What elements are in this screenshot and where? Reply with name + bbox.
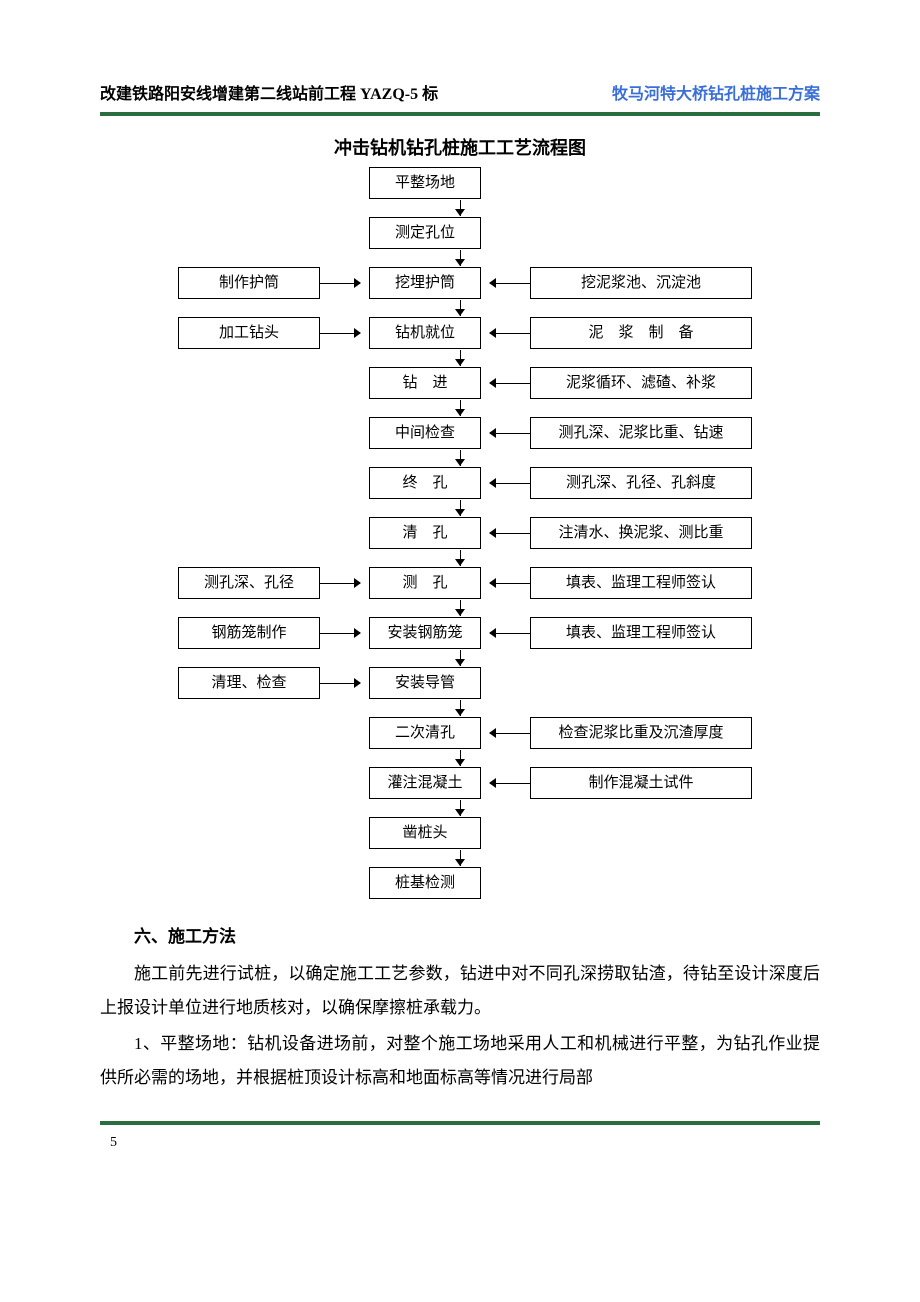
flow-right-box: 挖泥浆池、沉淀池 — [530, 267, 752, 300]
flow-left-box: 钢筋笼制作 — [178, 617, 320, 650]
flow-right-box: 测孔深、孔径、孔斜度 — [530, 467, 752, 500]
arrow-down-icon — [455, 309, 465, 316]
flow-row: 平整场地 — [100, 166, 820, 200]
flow-center-box: 钻机就位 — [369, 317, 481, 350]
flow-center-box: 终 孔 — [369, 467, 481, 500]
flow-row: 桩基检测 — [100, 866, 820, 900]
flow-row: 钢筋笼制作 安装钢筋笼 填表、监理工程师签认 — [100, 616, 820, 650]
flow-right-box: 泥 浆 制 备 — [530, 317, 752, 350]
header-right: 牧马河特大桥钻孔桩施工方案 — [612, 80, 820, 104]
flow-right-box: 填表、监理工程师签认 — [530, 567, 752, 600]
header-left: 改建铁路阳安线增建第二线站前工程 YAZQ-5 标 — [100, 80, 438, 104]
arrow-down-icon — [455, 509, 465, 516]
flow-right-box: 泥浆循环、滤碴、补浆 — [530, 367, 752, 400]
flowchart-title: 冲击钻机钻孔桩施工工艺流程图 — [100, 134, 820, 160]
arrow-down-icon — [455, 259, 465, 266]
arrow-down-icon — [455, 609, 465, 616]
flowchart: 平整场地测定孔位制作护筒 挖埋护筒 挖泥浆池、沉淀池加工钻头 钻机就位 泥 浆 制 备钻… — [100, 166, 820, 900]
flow-center-box: 钻 进 — [369, 367, 481, 400]
flow-row: 清 孔 注清水、换泥浆、测比重 — [100, 516, 820, 550]
flow-right-box: 检查泥浆比重及沉渣厚度 — [530, 717, 752, 750]
flow-row: 测定孔位 — [100, 216, 820, 250]
flow-center-box: 安装导管 — [369, 667, 481, 700]
flow-row: 制作护筒 挖埋护筒 挖泥浆池、沉淀池 — [100, 266, 820, 300]
flow-left-box: 测孔深、孔径 — [178, 567, 320, 600]
paragraph: 施工前先进行试桩，以确定施工工艺参数，钻进中对不同孔深捞取钻渣，待钻至设计深度后… — [100, 957, 820, 1025]
arrow-down-icon — [455, 709, 465, 716]
flow-center-box: 清 孔 — [369, 517, 481, 550]
flow-center-box: 测定孔位 — [369, 217, 481, 250]
page-header: 改建铁路阳安线增建第二线站前工程 YAZQ-5 标 牧马河特大桥钻孔桩施工方案 — [100, 80, 820, 116]
flow-row: 终 孔 测孔深、孔径、孔斜度 — [100, 466, 820, 500]
arrow-down-icon — [455, 209, 465, 216]
flow-right-box: 测孔深、泥浆比重、钻速 — [530, 417, 752, 450]
flow-center-box: 安装钢筋笼 — [369, 617, 481, 650]
flow-row: 加工钻头 钻机就位 泥 浆 制 备 — [100, 316, 820, 350]
flow-left-box: 清理、检查 — [178, 667, 320, 700]
footer-rule: 5 — [100, 1121, 820, 1151]
flow-row: 二次清孔 检查泥浆比重及沉渣厚度 — [100, 716, 820, 750]
page-number: 5 — [110, 1135, 117, 1150]
flow-row: 测孔深、孔径 测 孔 填表、监理工程师签认 — [100, 566, 820, 600]
flow-row: 中间检查 测孔深、泥浆比重、钻速 — [100, 416, 820, 450]
flow-right-box: 填表、监理工程师签认 — [530, 617, 752, 650]
flow-center-box: 挖埋护筒 — [369, 267, 481, 300]
arrow-down-icon — [455, 759, 465, 766]
flow-center-box: 平整场地 — [369, 167, 481, 200]
arrow-down-icon — [455, 559, 465, 566]
flow-center-box: 凿桩头 — [369, 817, 481, 850]
flow-row: 凿桩头 — [100, 816, 820, 850]
flow-left-box: 制作护筒 — [178, 267, 320, 300]
flow-right-box: 制作混凝土试件 — [530, 767, 752, 800]
flow-center-box: 测 孔 — [369, 567, 481, 600]
flow-center-box: 二次清孔 — [369, 717, 481, 750]
flow-row: 清理、检查 安装导管 — [100, 666, 820, 700]
flow-row: 钻 进 泥浆循环、滤碴、补浆 — [100, 366, 820, 400]
arrow-down-icon — [455, 659, 465, 666]
arrow-down-icon — [455, 359, 465, 366]
paragraph: 1、平整场地：钻机设备进场前，对整个施工场地采用人工和机械进行平整，为钻孔作业提… — [100, 1027, 820, 1095]
flow-left-box: 加工钻头 — [178, 317, 320, 350]
arrow-down-icon — [455, 459, 465, 466]
flow-row: 灌注混凝土 制作混凝土试件 — [100, 766, 820, 800]
arrow-down-icon — [455, 409, 465, 416]
flow-center-box: 灌注混凝土 — [369, 767, 481, 800]
arrow-down-icon — [455, 859, 465, 866]
arrow-down-icon — [455, 809, 465, 816]
flow-center-box: 中间检查 — [369, 417, 481, 450]
flow-center-box: 桩基检测 — [369, 867, 481, 900]
flow-right-box: 注清水、换泥浆、测比重 — [530, 517, 752, 550]
section-title: 六、施工方法 — [100, 922, 820, 947]
